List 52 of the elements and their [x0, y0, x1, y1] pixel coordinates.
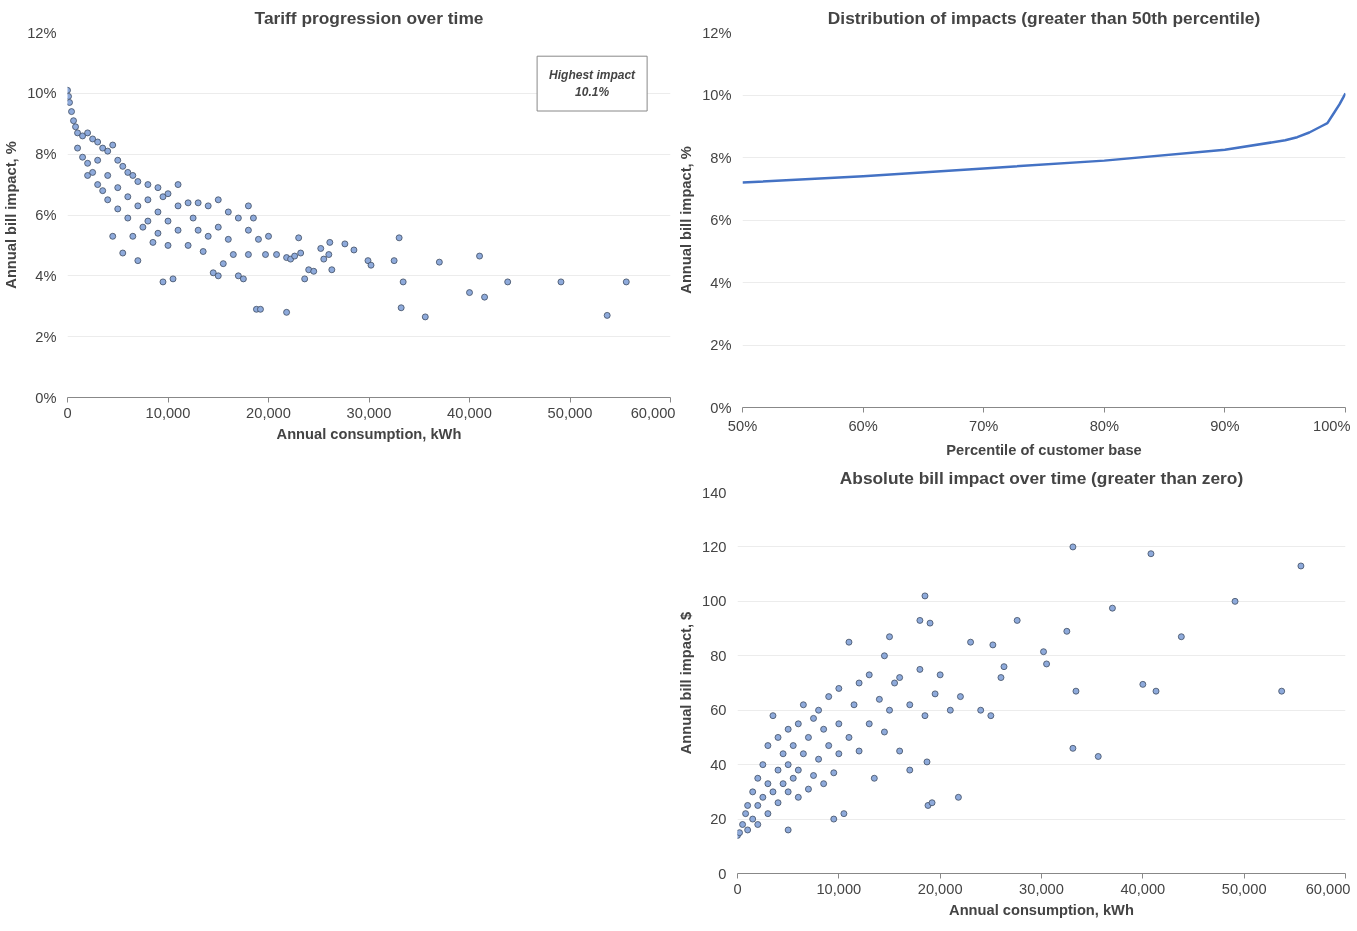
y-tick-label: 0 [718, 865, 727, 882]
x-tick-label: 20,000 [917, 880, 963, 897]
y-tick-label: 8% [710, 149, 732, 166]
x-tick-label: 60,000 [1305, 880, 1351, 897]
x-tick-label: 100% [1313, 417, 1351, 434]
y-tick-label: 20 [710, 811, 727, 828]
chart-title: Absolute bill impact over time (greater than zero) [839, 467, 1244, 488]
annotation: Highest impact 10.1% [549, 68, 637, 99]
x-tick-label: 60% [848, 417, 878, 434]
y-tick-label: 12% [27, 24, 57, 41]
x-tick-label: 80% [1089, 417, 1119, 434]
x-tick-label: 60,000 [630, 404, 676, 421]
x-tick-label: 10,000 [145, 404, 191, 421]
y-tick-label: 80 [710, 647, 727, 664]
x-tick-label: 30,000 [1019, 880, 1064, 897]
y-tick-label: 10% [27, 85, 57, 102]
y-tick-label: 0% [35, 389, 57, 406]
y-tick-label: 10% [702, 87, 732, 103]
chart-title: Distribution of impacts (greater than 50th percentile) [827, 7, 1261, 28]
x-tick-label: 20,000 [246, 404, 291, 421]
y-tick-label: 2% [710, 337, 732, 353]
y-tick-label: 2% [35, 328, 57, 345]
y-tick-label: 100 [702, 593, 727, 610]
y-axis-title: Annual bill impact, % [3, 141, 20, 289]
x-axis-title: Annual consumption, kWh [276, 425, 462, 442]
y-tick-label: 40 [710, 756, 727, 773]
x-tick-label: 50% [727, 417, 758, 434]
y-tick-label: 6% [710, 212, 732, 228]
y-tick-label: 60 [710, 702, 727, 719]
x-tick-label: 50,000 [1221, 880, 1267, 897]
x-tick-label: 10,000 [816, 880, 862, 897]
x-tick-label: 0 [63, 404, 72, 421]
y-tick-label: 12% [702, 24, 732, 41]
x-tick-label: 90% [1210, 417, 1240, 434]
y-tick-label: 6% [35, 207, 57, 223]
y-axis-title: Annual bill impact, $ [678, 611, 695, 755]
y-tick-label: 0% [710, 399, 732, 416]
x-tick-label: 30,000 [346, 404, 392, 421]
y-tick-label: 120 [702, 538, 727, 555]
y-tick-label: 140 [702, 484, 727, 501]
x-axis-title: Percentile of customer base [946, 441, 1142, 458]
x-tick-label: 40,000 [447, 404, 492, 421]
x-axis-title: Annual consumption, kWh [949, 901, 1134, 918]
x-tick-label: 40,000 [1120, 880, 1166, 897]
x-tick-label: 50,000 [547, 404, 593, 421]
y-tick-label: 4% [710, 274, 732, 291]
y-axis-title: Annual bill impact, % [678, 146, 695, 294]
chart-title: Tariff progression over time [254, 7, 484, 28]
line-series [742, 92, 1346, 184]
y-tick-label: 8% [35, 146, 57, 163]
y-tick-label: 4% [35, 267, 57, 284]
x-tick-label: 70% [969, 417, 999, 434]
